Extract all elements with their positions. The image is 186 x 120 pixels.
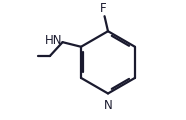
Text: N: N	[104, 99, 113, 112]
Text: F: F	[100, 2, 107, 15]
Text: HN: HN	[44, 34, 62, 47]
